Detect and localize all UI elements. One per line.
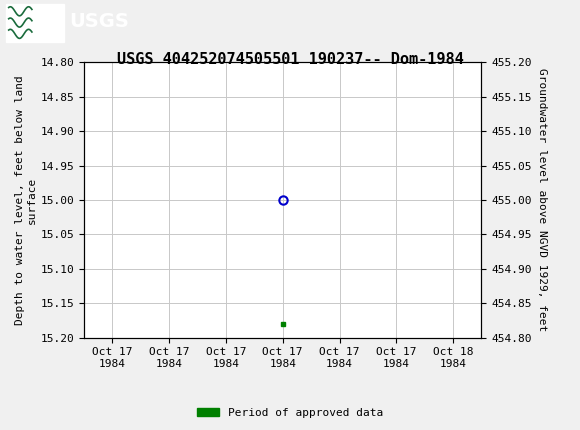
Y-axis label: Depth to water level, feet below land
surface: Depth to water level, feet below land su… (15, 75, 37, 325)
Y-axis label: Groundwater level above NGVD 1929, feet: Groundwater level above NGVD 1929, feet (537, 68, 547, 332)
Text: USGS 404252074505501 190237-- Dom-1984: USGS 404252074505501 190237-- Dom-1984 (117, 52, 463, 67)
Text: USGS: USGS (70, 12, 129, 31)
Legend: Period of approved data: Period of approved data (193, 403, 387, 422)
Bar (6, 3, 64, 42)
